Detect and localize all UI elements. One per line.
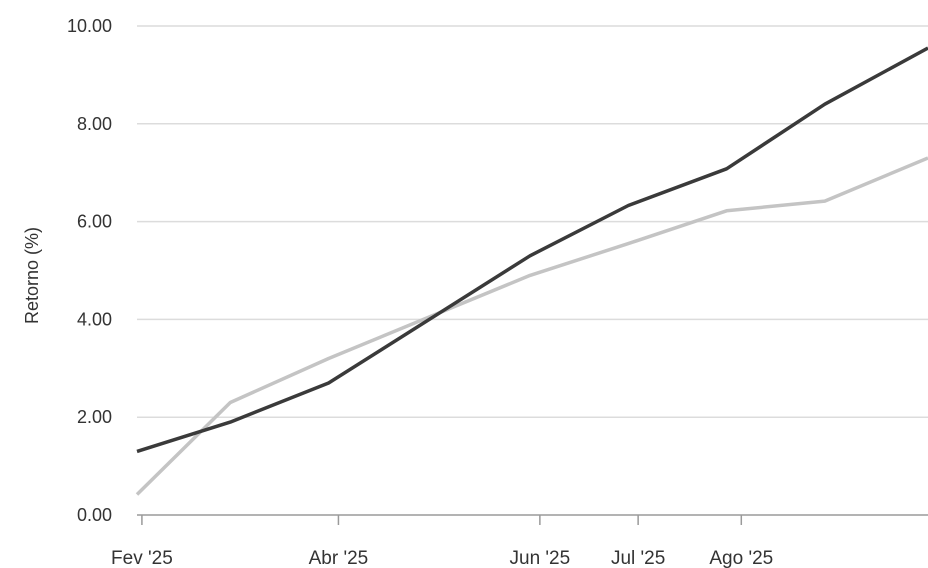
y-axis-title: Retorno (%) <box>22 227 42 324</box>
y-tick-label: 0.00 <box>77 505 112 525</box>
y-axis-tick-labels: 0.00 2.00 4.00 6.00 8.00 10.00 <box>67 16 112 525</box>
y-tick-label: 4.00 <box>77 309 112 329</box>
x-tick-label: Fev '25 <box>111 548 173 568</box>
x-tick-label: Abr '25 <box>309 548 369 568</box>
gridlines <box>137 25 928 418</box>
x-tick-label: Ago '25 <box>709 548 773 568</box>
series-lines <box>135 46 928 496</box>
x-axis-ticks: Fev '25 Abr '25 Jun '25 Jul '25 Ago '25 <box>111 515 773 568</box>
x-tick-label: Jun '25 <box>510 548 571 568</box>
y-tick-label: 10.00 <box>67 16 112 36</box>
y-tick-label: 6.00 <box>77 212 112 232</box>
y-tick-label: 2.00 <box>77 407 112 427</box>
y-tick-label: 8.00 <box>77 114 112 134</box>
x-tick-label: Jul '25 <box>611 548 665 568</box>
series-line-2 <box>135 156 928 496</box>
series-line-1 <box>136 46 928 454</box>
